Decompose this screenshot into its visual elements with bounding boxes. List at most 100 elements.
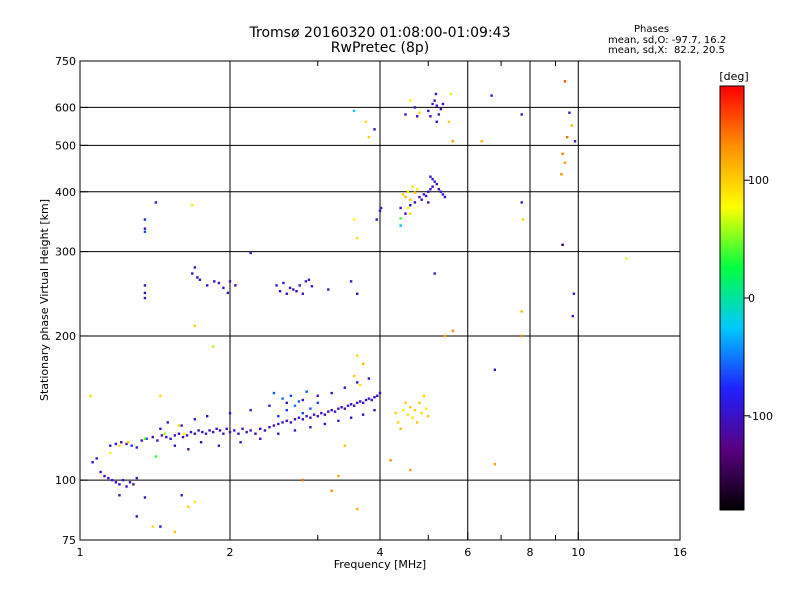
data-point	[433, 180, 436, 183]
data-point	[187, 505, 190, 508]
data-point	[293, 418, 297, 421]
data-point	[237, 432, 240, 435]
data-point	[568, 111, 571, 114]
x-axis-ticks: 1 2 4 6 8 10 16	[77, 61, 687, 559]
data-point	[135, 446, 138, 449]
data-point	[340, 406, 343, 409]
data-point	[437, 187, 441, 191]
data-point	[204, 432, 208, 435]
data-point	[201, 430, 204, 434]
data-point	[143, 230, 147, 233]
data-point	[373, 408, 376, 412]
data-point	[337, 474, 340, 478]
data-point	[228, 280, 232, 283]
data-point	[422, 394, 426, 398]
data-point	[415, 421, 419, 424]
data-point	[145, 437, 148, 440]
data-point	[263, 429, 267, 432]
data-point	[309, 416, 312, 419]
data-point	[401, 408, 405, 412]
data-point	[173, 530, 177, 534]
data-point	[422, 193, 426, 196]
data-point	[367, 135, 371, 139]
data-point	[199, 441, 203, 444]
data-point	[173, 444, 177, 447]
data-point	[415, 115, 419, 118]
data-point	[89, 394, 92, 398]
data-point	[427, 190, 430, 193]
data-point	[520, 113, 523, 116]
data-point	[441, 102, 445, 106]
data-point	[109, 444, 112, 447]
data-point	[431, 177, 434, 181]
data-point	[91, 461, 94, 464]
data-point	[103, 474, 106, 478]
data-point	[361, 362, 365, 365]
data-point	[352, 109, 356, 113]
data-point	[297, 416, 301, 419]
data-point	[160, 434, 164, 437]
data-point	[285, 408, 288, 412]
stats-x-mode: mean, sd,X: 82.2, 20.5	[608, 45, 725, 56]
data-point	[343, 407, 347, 410]
data-point	[434, 92, 438, 96]
data-point	[367, 377, 371, 380]
data-point	[337, 407, 340, 410]
data-point	[272, 424, 276, 427]
data-point	[193, 418, 197, 421]
x-tick-label: 6	[464, 546, 471, 559]
grid-lines	[80, 61, 680, 540]
data-point	[143, 291, 147, 295]
data-point	[285, 292, 288, 295]
data-point	[140, 439, 143, 442]
data-point	[571, 314, 575, 318]
x-tick-label: 8	[527, 546, 534, 559]
data-point	[355, 401, 359, 405]
y-tick-label: 600	[55, 101, 76, 114]
data-point	[310, 285, 314, 288]
data-point	[418, 111, 421, 114]
data-point	[304, 280, 308, 283]
data-point	[198, 278, 202, 281]
data-point	[289, 394, 293, 398]
y-axis-label: Stationary phase Virtual Height [km]	[38, 199, 51, 401]
data-point	[520, 334, 523, 338]
data-point	[225, 427, 228, 431]
data-point	[563, 161, 567, 164]
data-point	[288, 286, 292, 290]
data-point	[378, 391, 382, 395]
data-point	[409, 406, 412, 409]
chart-subtitle: RwPretec (8p)	[330, 40, 430, 56]
data-point	[312, 413, 316, 416]
data-point	[409, 99, 412, 102]
data-point	[166, 421, 169, 424]
data-point	[330, 408, 333, 412]
data-point	[431, 102, 434, 106]
x-tick-label: 16	[673, 546, 687, 559]
data-point	[337, 419, 340, 423]
data-point	[268, 404, 271, 407]
data-point	[278, 290, 282, 293]
data-point	[327, 410, 330, 413]
data-point	[364, 120, 368, 123]
data-point	[309, 407, 312, 410]
data-point	[159, 525, 162, 528]
data-point	[352, 374, 356, 378]
data-point	[404, 195, 407, 199]
data-point	[439, 107, 443, 111]
data-point	[404, 401, 407, 405]
data-point	[413, 408, 417, 412]
data-point	[165, 435, 168, 439]
data-point	[323, 422, 327, 426]
data-point	[376, 394, 379, 398]
data-point	[367, 397, 371, 400]
data-point	[361, 401, 365, 405]
data-point	[180, 424, 183, 427]
data-point	[143, 296, 147, 300]
data-point	[561, 243, 564, 246]
data-point	[355, 292, 359, 295]
data-point	[439, 190, 443, 193]
y-tick-label: 400	[55, 186, 76, 199]
data-point	[343, 444, 347, 447]
stats-o-mode: mean, sd,O: -97.7, 16.2	[608, 35, 727, 46]
